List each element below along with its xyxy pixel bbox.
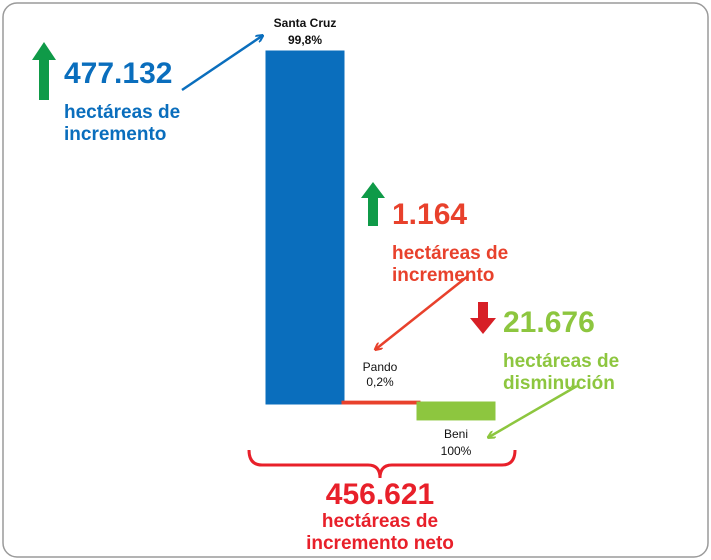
total-label: 456.621 [326,478,434,511]
bar [265,50,345,405]
bar [341,400,421,405]
direction-arrow [361,182,385,226]
total-line: incremento neto [306,533,454,554]
direction-arrow [32,42,56,100]
note-line: hectáreas de [392,243,508,264]
share-label: 99,8% [288,33,322,47]
note-line: incremento [392,265,494,286]
note-line: hectáreas de [64,102,180,123]
direction-arrow [470,302,496,334]
bar [416,401,496,421]
share-label: 100% [441,444,472,458]
pointer-arrow [376,275,469,349]
category-label: Beni [444,427,468,441]
value-label: 1.164 [392,198,467,231]
pointer-arrow [489,384,578,437]
note-line: hectáreas de [503,351,619,372]
category-label: Santa Cruz [274,16,337,30]
total-line: hectáreas de [322,511,438,532]
value-label: 21.676 [503,306,595,339]
share-label: 0,2% [366,375,394,389]
pointer-arrow [181,36,262,92]
note-line: disminución [503,373,615,394]
value-label: 477.132 [64,57,172,90]
category-label: Pando [363,360,398,374]
note-line: incremento [64,124,166,145]
total-brace [247,449,517,479]
